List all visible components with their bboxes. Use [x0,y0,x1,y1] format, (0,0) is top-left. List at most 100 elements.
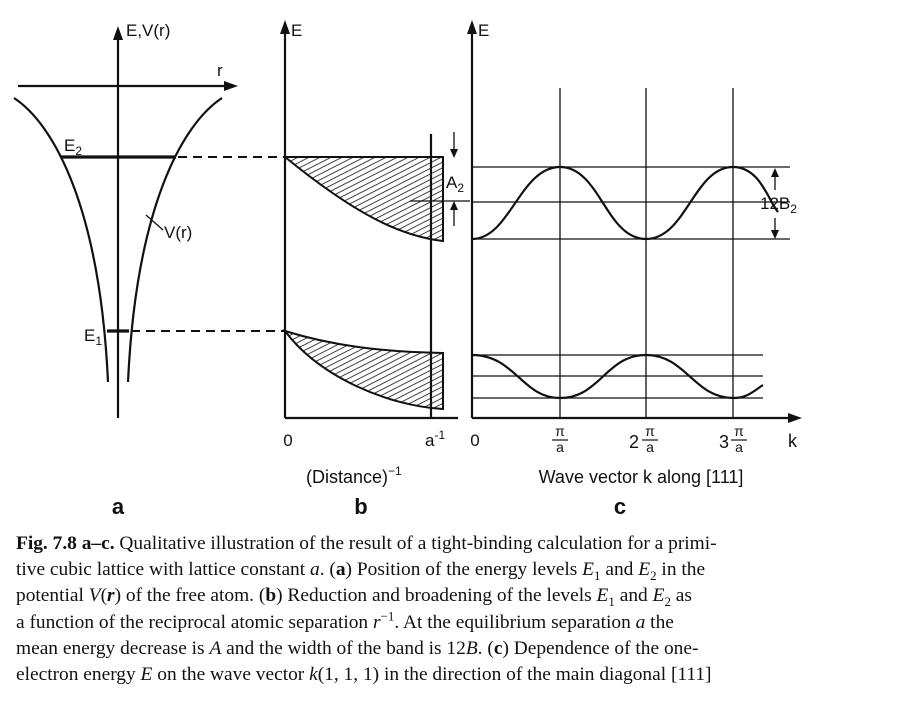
panel-c-k-label: k [788,431,798,451]
b2-arrowhead-top [771,168,779,177]
caption-text-run: a [635,611,646,633]
tick-3pi-den: a [735,439,743,455]
potential-label: V(r) [164,223,192,242]
caption-text-run: a [309,559,320,581]
b2-label: 12B2 [760,194,797,216]
figure-caption: Fig. 7.8 a–c. Qualitative illustration o… [16,531,904,688]
a2-arrowhead-bottom [450,201,458,210]
tick-2pi: 2 π a [629,423,658,455]
caption-text-run: 2 [664,594,671,610]
panel-c-axis-label: E [478,21,489,40]
caption-text-run: on the wave vector [152,664,310,686]
band-upper-hatch [282,156,444,243]
caption-text-run: ) Reduction and broadening of the levels [276,585,597,607]
caption-text-run: . At the equilibrium separation [394,611,636,633]
a2-label: A2 [446,173,464,195]
caption-text-run: (1, 1, 1) in the direction of the main d… [317,664,712,686]
lower-band-dispersion [471,353,764,400]
panel-a-axis-label: E,V(r) [126,21,170,40]
panel-c-xlabel: Wave vector k along [111] [539,467,744,487]
caption-text-run: ) Position of the energy levels [345,559,583,581]
tick-pi: π a [552,423,568,455]
e1-label: E1 [84,326,102,348]
caption-text-run: and the width of the band is 12 [221,637,466,659]
panel-b-letter: b [354,494,367,519]
caption-text-run: ) of the free atom. ( [114,585,266,607]
a2-arrowhead-top [450,149,458,158]
tick-2pi-num: π [645,423,655,439]
caption-line: electron energy E on the wave vector k(1… [16,662,904,688]
panel-b-axis-label: E [291,21,302,40]
potential-curve-left [13,97,110,383]
caption-line: a function of the reciprocal atomic sepa… [16,608,904,636]
panel-b-end-tick: a-1 [425,428,445,450]
caption-line: mean energy decrease is A and the width … [16,636,904,662]
panel-c-letter: c [614,494,626,519]
caption-text-run: in the [656,559,706,581]
panel-b-y-arrow [280,20,290,34]
figure-tight-binding: E,V(r) r E2 E1 V(r) a E A2 0 a-1 (Dis [13,20,802,519]
caption-text-run: and [614,585,653,607]
caption-text-run: E [140,664,153,686]
caption-text-run: b [265,585,277,607]
caption-text-run: E [596,585,609,607]
caption-text-run: . ( [319,559,336,581]
caption-text-run: −1 [380,608,395,624]
caption-text-run: Qualitative illustration of the result o… [114,533,717,554]
caption-text-run: V [88,585,101,607]
caption-text-run: 2 [650,568,657,584]
caption-fig-label: Fig. 7.8 a–c. [16,533,115,554]
caption-text-run: c [493,637,503,659]
caption-line: potential V(r) of the free atom. (b) Red… [16,583,904,609]
caption-text-run: and [600,559,639,581]
caption-text-run: E [652,585,665,607]
caption-text-run: potential [16,585,89,607]
panel-c-origin: 0 [470,431,479,450]
band-lower-hatch [282,329,444,411]
upper-band-dispersion [471,165,779,241]
caption-text-run: k [309,664,318,686]
tick-3pi-coef: 3 [719,432,729,452]
potential-label-leader [145,214,164,231]
caption-text-run: r [107,585,115,607]
caption-text-run: as [670,585,692,607]
caption-text-run: B [465,637,478,659]
tick-3pi: 3 π a [719,423,747,455]
caption-text-run: a [335,559,346,581]
panel-a-letter: a [112,494,125,519]
caption-text-run: 1 [608,594,615,610]
caption-text-run: tive cubic lattice with lattice constant [16,559,310,581]
panel-c-x-arrow [788,413,802,423]
b2-arrowhead-bottom [771,230,779,239]
tick-2pi-den: a [646,439,654,455]
panel-c: E 12B2 0 π a 2 π a 3 [467,20,802,519]
caption-text-run: mean energy decrease is [16,637,210,659]
tick-3pi-num: π [734,423,744,439]
panel-a-y-arrow [113,26,123,40]
panel-c-y-arrow [467,20,477,34]
panel-b-origin: 0 [283,431,292,450]
caption-text-run: r [372,611,381,633]
tick-2pi-coef: 2 [629,432,639,452]
caption-text-run: 1 [594,568,601,584]
panel-b: E A2 0 a-1 (Distance)−1 b [280,20,470,519]
caption-text-run: E [638,559,651,581]
panel-b-xlabel: (Distance)−1 [306,464,402,487]
caption-line: Fig. 7.8 a–c. Qualitative illustration o… [16,531,904,557]
panel-a-r-arrow [224,81,238,91]
caption-text-run: A [209,637,222,659]
caption-text-run: a function of the reciprocal atomic sepa… [16,611,373,633]
caption-text-run: ) Dependence of the one- [502,637,699,659]
panel-a: E,V(r) r E2 E1 V(r) a [13,21,285,519]
caption-text-run: the [645,611,674,633]
tick-pi-den: a [556,439,564,455]
caption-text-run: electron energy [16,664,141,686]
e2-label: E2 [64,136,82,158]
caption-text-run: ( [100,585,108,607]
potential-curve-right [126,97,223,383]
caption-text-run: E [582,559,595,581]
caption-text-run: . ( [477,637,494,659]
caption-line: tive cubic lattice with lattice constant… [16,557,904,583]
panel-a-r-label: r [217,61,223,80]
tick-pi-num: π [555,423,565,439]
